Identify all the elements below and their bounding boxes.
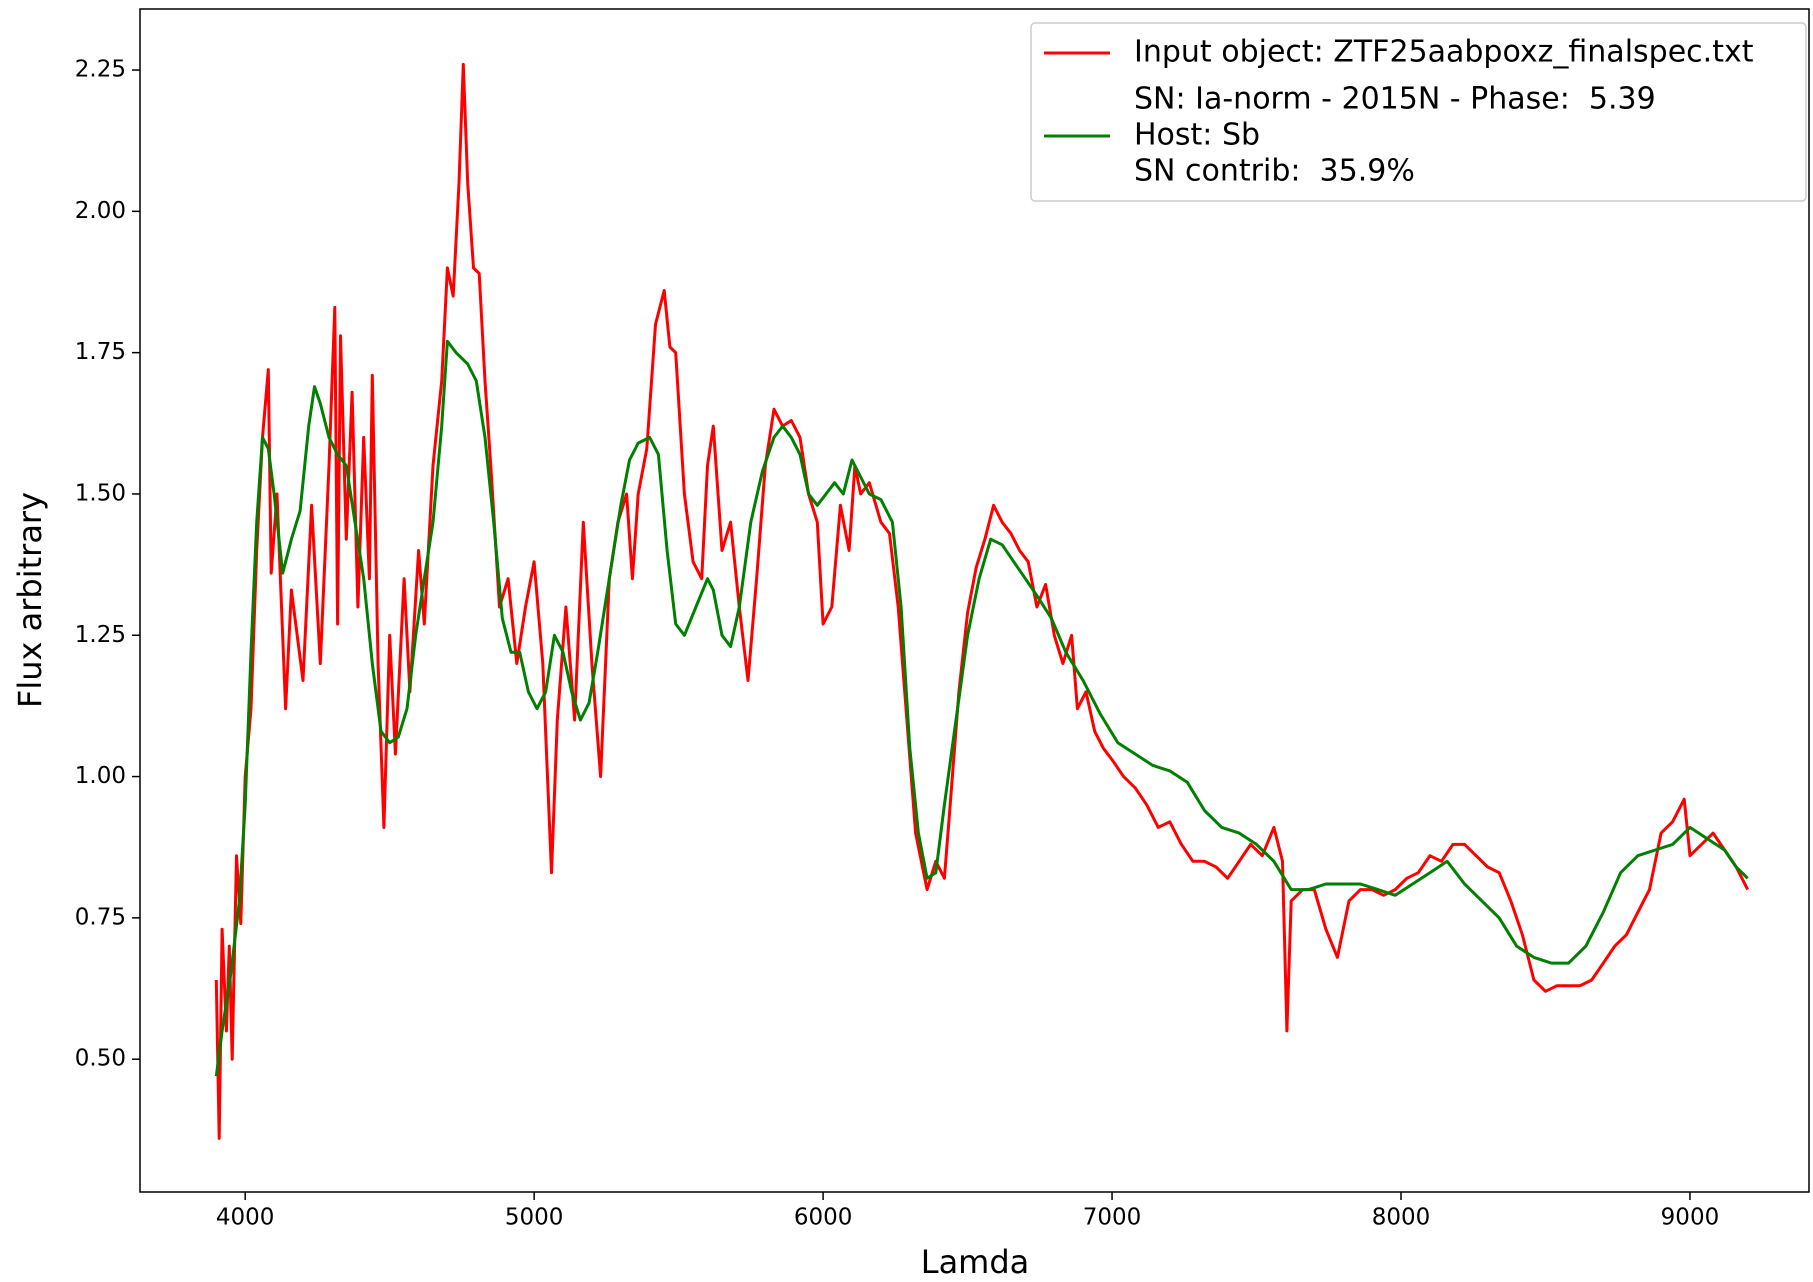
legend-label: Host: Sb [1134,118,1260,153]
x-tick-label: 6000 [794,1205,853,1231]
y-tick-label: 0.75 [75,904,126,930]
legend-label: Input object: ZTF25aabpoxz_finalspec.txt [1134,35,1754,70]
legend-note: SN contrib: 35.9% [1134,154,1415,189]
spectrum-line [214,339,1749,1077]
x-axis-label: Lamda [921,1243,1030,1281]
x-tick-label: 5000 [505,1205,564,1231]
x-tick-label: 9000 [1661,1205,1720,1231]
y-tick-label: 1.25 [75,622,126,648]
y-tick-label: 1.75 [75,339,126,365]
y-tick-label: 1.00 [75,763,126,789]
x-tick-label: 7000 [1083,1205,1142,1231]
y-axis-label: Flux arbitrary [11,492,49,708]
x-tick-label: 8000 [1372,1205,1431,1231]
spectrum-line [214,62,1750,1140]
x-tick-label: 4000 [216,1205,275,1231]
legend-box [1030,22,1807,202]
y-tick-label: 0.50 [75,1046,126,1072]
plot-frame [139,8,1810,1193]
y-tick-label: 2.00 [75,198,126,224]
legend-note: SN: Ia-norm - 2015N - Phase: 5.39 [1134,82,1656,117]
y-tick-label: 2.25 [75,57,126,83]
y-tick-label: 1.50 [75,480,126,506]
